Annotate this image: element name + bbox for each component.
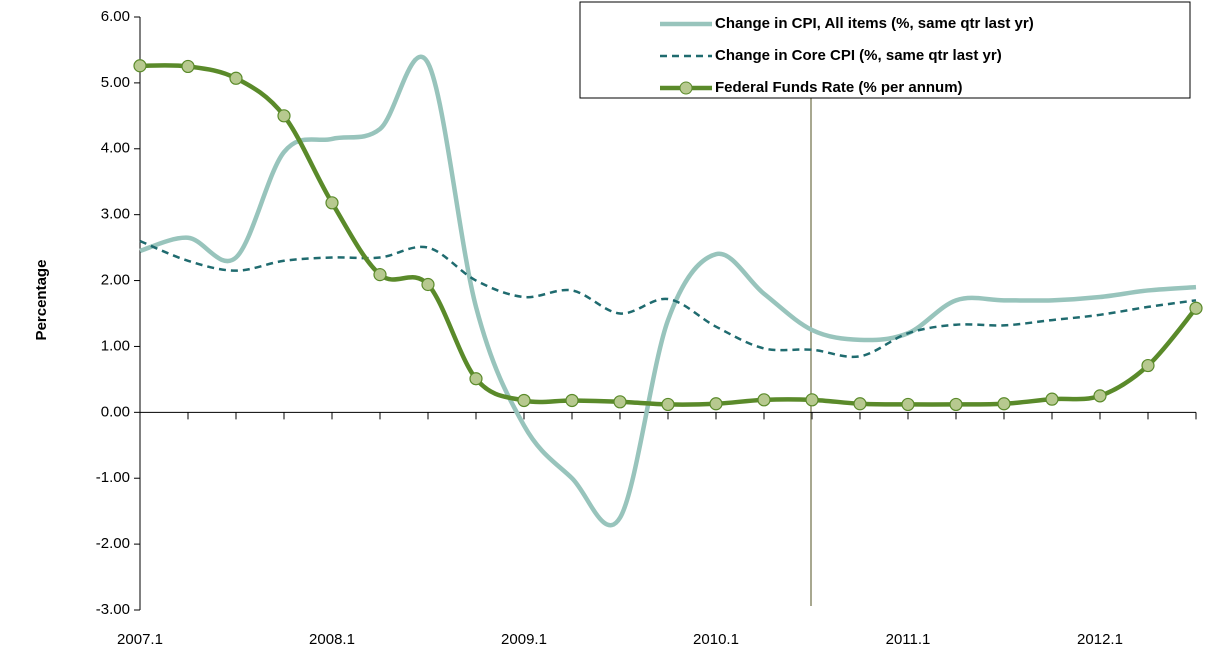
data-point — [853, 397, 867, 411]
data-point — [1045, 392, 1059, 406]
data-point — [709, 397, 723, 411]
y-tick-label: 0.00 — [101, 403, 130, 420]
series-line — [139, 63, 1198, 407]
legend-label: Federal Funds Rate (% per annum) — [715, 79, 963, 96]
x-tick-label: 2012.1 — [1077, 631, 1123, 648]
data-point — [229, 71, 243, 85]
y-tick-label: 1.00 — [101, 337, 130, 354]
x-tick-label: 2011.1 — [886, 631, 931, 648]
data-point — [1189, 301, 1203, 315]
data-point — [901, 397, 915, 412]
legend-label: Change in CPI, All items (%, same qtr la… — [715, 15, 1034, 32]
y-tick-label: 6.00 — [101, 8, 130, 25]
data-point — [469, 372, 483, 386]
x-tick-label: 2010.1 — [693, 631, 739, 648]
y-tick-label: 2.00 — [101, 272, 130, 289]
x-tick-label: 2008.1 — [309, 631, 355, 648]
legend-label: Change in Core CPI (%, same qtr last yr) — [715, 47, 1002, 64]
data-point — [421, 277, 435, 292]
data-point — [517, 393, 531, 408]
series-line — [139, 239, 1197, 359]
data-point — [997, 397, 1011, 411]
data-point — [133, 59, 147, 73]
data-point — [661, 397, 675, 412]
series-line — [139, 54, 1197, 528]
x-tick-label: 2009.1 — [501, 631, 547, 648]
data-point — [1141, 358, 1155, 373]
data-point — [1093, 389, 1107, 403]
y-axis-label: Percentage — [33, 260, 50, 341]
data-point — [757, 393, 771, 407]
y-tick-label: -2.00 — [96, 535, 130, 552]
y-tick-label: -1.00 — [96, 469, 130, 486]
legend-marker — [679, 81, 693, 95]
x-tick-label: 2007.1 — [117, 631, 163, 648]
data-point — [373, 268, 387, 282]
data-point — [613, 395, 627, 409]
y-tick-label: 5.00 — [101, 74, 130, 91]
y-tick-label: -3.00 — [96, 601, 130, 618]
y-tick-label: 4.00 — [101, 140, 130, 157]
data-point — [805, 393, 819, 407]
data-point — [181, 59, 195, 74]
data-point — [565, 393, 579, 408]
legend-box — [579, 1, 1191, 99]
data-point — [949, 397, 963, 412]
data-point — [277, 109, 291, 123]
data-point — [325, 196, 339, 210]
y-tick-label: 3.00 — [101, 206, 130, 223]
